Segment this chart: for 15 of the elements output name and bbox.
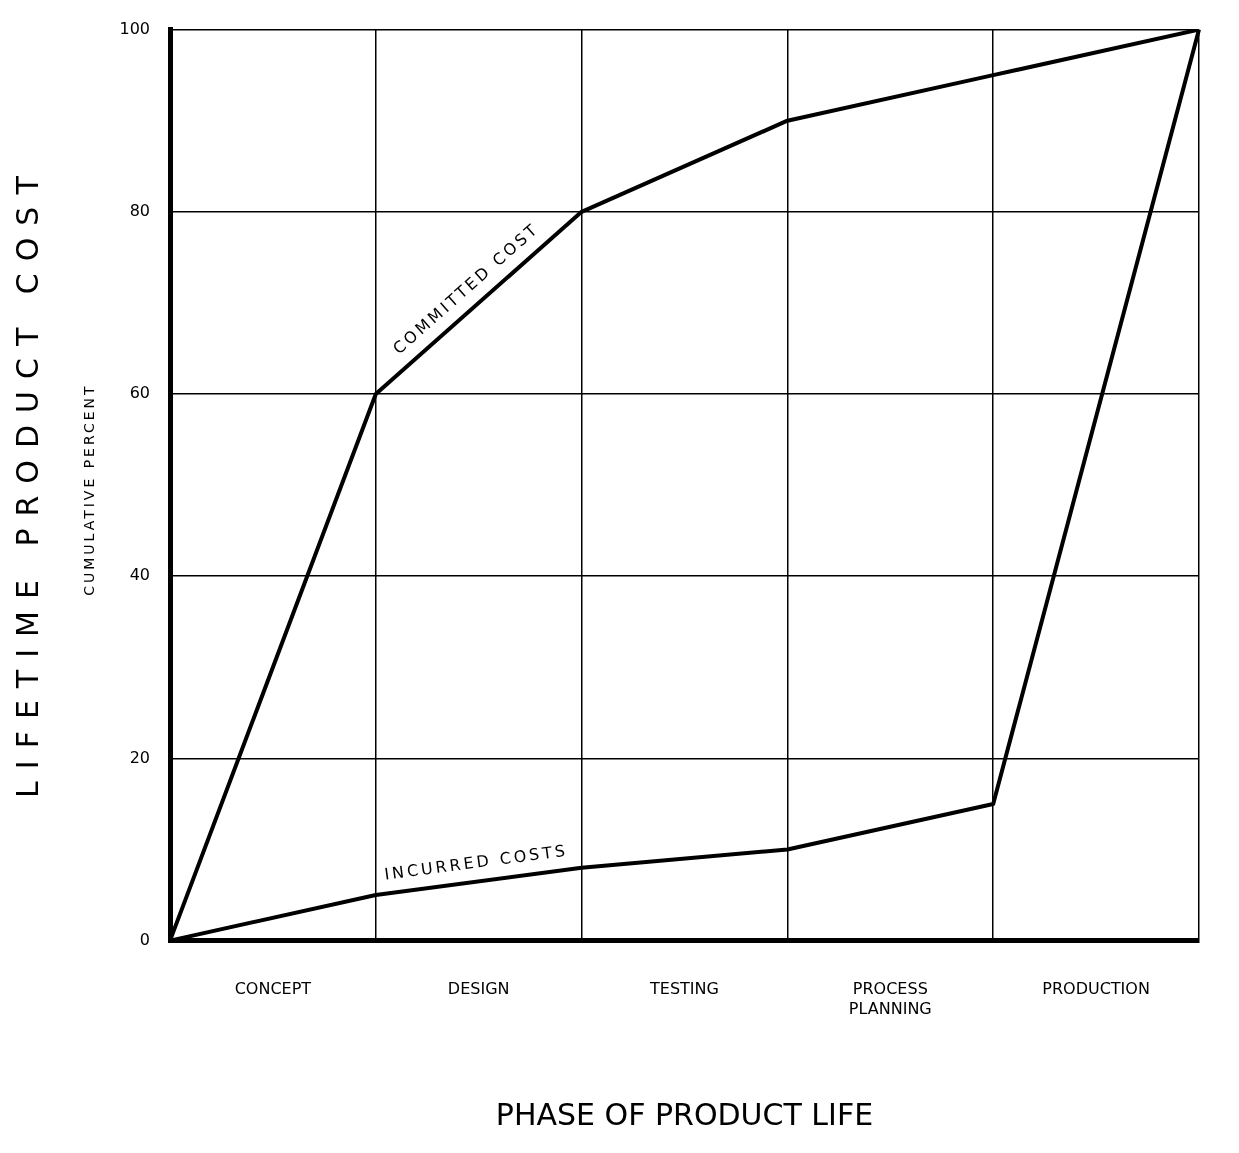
- y-tick-label: 100: [119, 18, 150, 38]
- x-tick-label: PROCESS PLANNING: [848, 979, 932, 1018]
- x-tick-label: CONCEPT: [234, 979, 312, 999]
- y-axis-title: LIFETIME PRODUCT COST: [9, 164, 45, 798]
- text: INCURRED COSTS: [383, 840, 570, 884]
- y-tick-label: 0: [139, 929, 150, 949]
- x-tick-label: TESTING: [649, 979, 719, 999]
- y-tick-label: 80: [129, 200, 150, 220]
- text: CUMULATIVE PERCENT: [80, 383, 97, 596]
- x-axis-title: PHASE OF PRODUCT LIFE: [495, 1096, 874, 1132]
- y-tick-label: 40: [129, 565, 150, 585]
- x-tick-label: DESIGN: [447, 979, 510, 999]
- y-tick-label: 60: [129, 383, 150, 403]
- x-tick-label: PRODUCTION: [1042, 979, 1150, 999]
- y-tick-label: 20: [129, 747, 150, 767]
